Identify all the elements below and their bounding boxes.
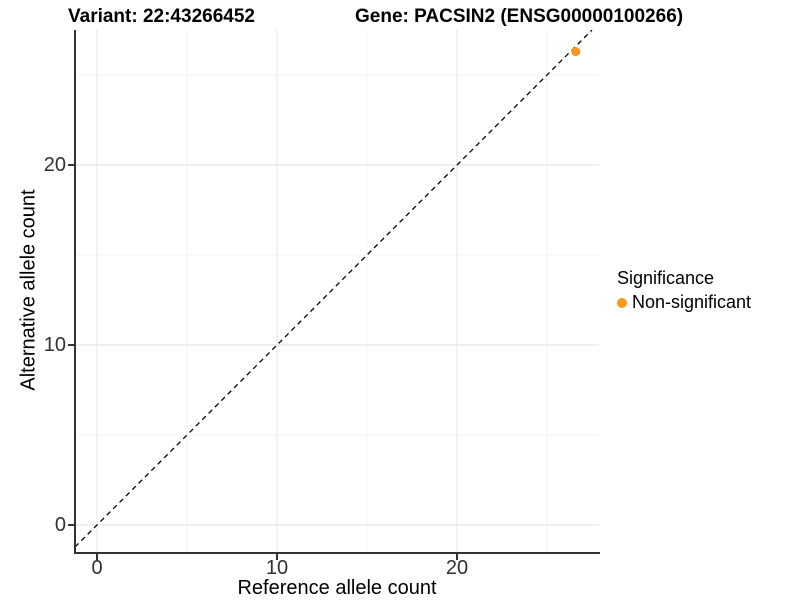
x-tick-label: 20 xyxy=(445,557,469,579)
y-axis-title-text: Alternative allele count xyxy=(17,189,40,391)
plot-canvas xyxy=(75,30,599,553)
identity-reference-line xyxy=(75,30,593,548)
plot-title-variant: Variant: 22:43266452 xyxy=(68,6,255,27)
legend: Significance Non-significant xyxy=(617,268,751,313)
plot-panel xyxy=(75,30,599,553)
x-tick-mark xyxy=(276,554,278,560)
data-point xyxy=(571,47,581,57)
legend-title: Significance xyxy=(617,268,715,288)
x-tick-label: 10 xyxy=(265,557,289,579)
y-tick-mark xyxy=(68,164,75,166)
y-tick-label: 20 xyxy=(43,154,66,176)
x-tick-mark xyxy=(96,554,98,560)
legend-item-non-significant: Non-significant xyxy=(617,292,751,313)
legend-dot-icon xyxy=(617,297,627,308)
x-axis-title: Reference allele count xyxy=(237,577,437,599)
x-axis-line xyxy=(74,552,600,554)
x-tick-mark xyxy=(456,554,458,560)
legend-item-label: Non-significant xyxy=(632,292,752,312)
y-tick-label: 0 xyxy=(54,514,66,536)
y-tick-label: 10 xyxy=(43,334,66,356)
y-tick-mark xyxy=(68,344,75,346)
y-axis-line xyxy=(74,30,76,554)
x-tick-label: 0 xyxy=(91,557,103,579)
y-tick-mark xyxy=(68,524,75,526)
plot-title-gene: Gene: PACSIN2 (ENSG00000100266) xyxy=(355,6,684,27)
